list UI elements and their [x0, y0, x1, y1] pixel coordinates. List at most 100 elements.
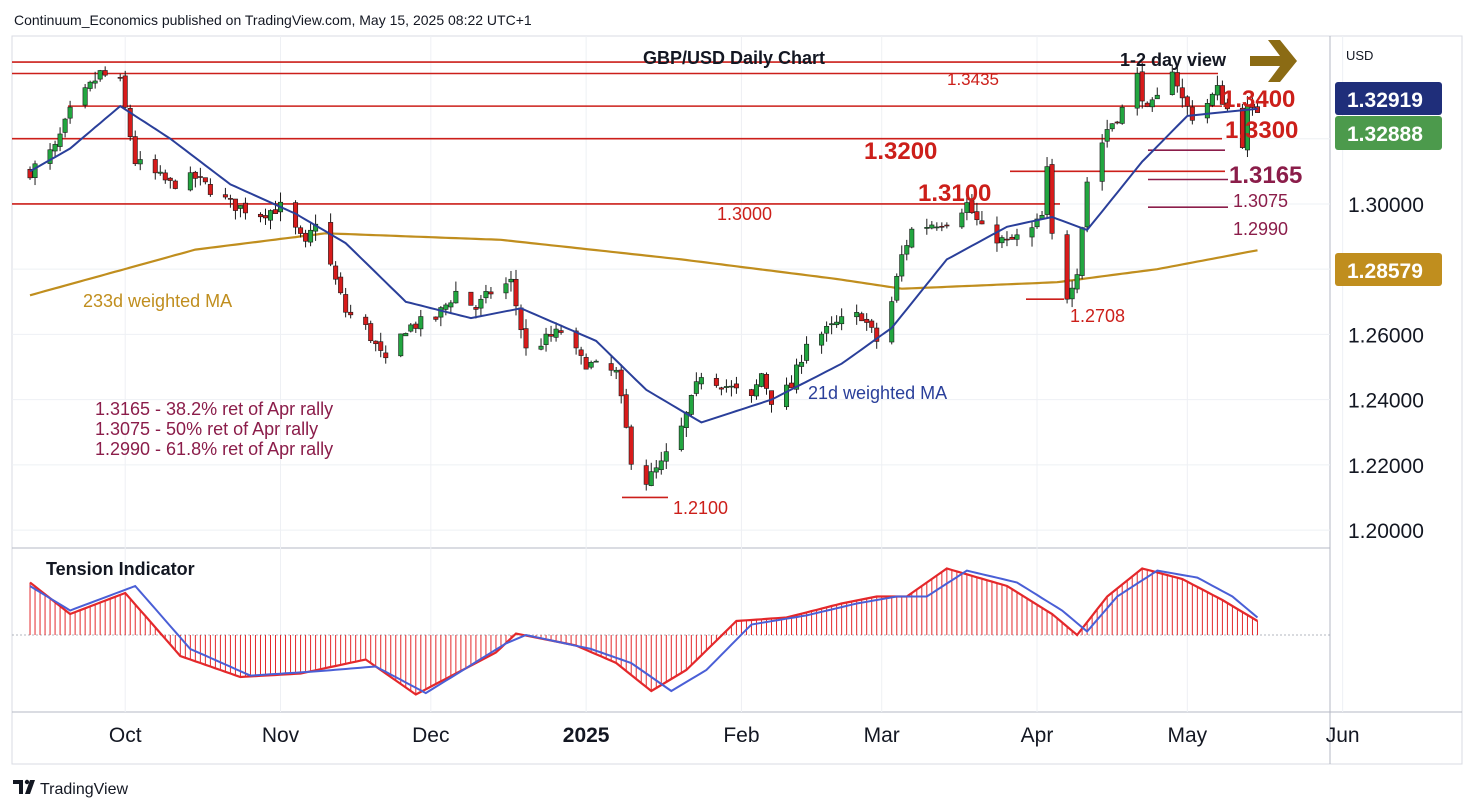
candle-body: [1204, 103, 1210, 119]
candle-body: [1049, 164, 1055, 234]
candle-body: [433, 316, 439, 320]
candle: [1209, 92, 1215, 108]
candle-body: [192, 171, 198, 179]
candle: [588, 360, 594, 370]
candle-body: [1064, 234, 1070, 300]
candle-body: [869, 320, 875, 328]
candle-body: [1074, 274, 1080, 290]
candle: [728, 380, 734, 397]
candle: [1049, 158, 1055, 240]
candle: [448, 300, 454, 314]
candle-body: [383, 352, 389, 359]
candle-body: [518, 307, 524, 331]
candle-body: [1169, 71, 1175, 95]
candle-body: [222, 194, 228, 198]
candle-body: [157, 171, 163, 174]
candle: [1014, 228, 1020, 247]
candle-body: [408, 324, 414, 332]
candle: [894, 273, 900, 303]
candle: [1179, 78, 1185, 108]
candle: [543, 327, 549, 352]
ma21-label: 21d weighted MA: [808, 383, 947, 403]
candle: [338, 272, 344, 295]
candle-body: [753, 384, 759, 397]
candle-body: [1224, 102, 1230, 110]
candle-body: [187, 172, 193, 191]
candle-body: [483, 291, 489, 299]
candle-body: [934, 226, 940, 229]
candle-body: [27, 168, 33, 179]
candle-body: [202, 177, 208, 183]
candle: [804, 336, 810, 364]
candle: [398, 333, 404, 358]
candle-body: [363, 316, 369, 325]
candle-body: [929, 224, 935, 229]
tradingview-logo-icon: [13, 779, 35, 794]
candle-body: [488, 291, 494, 295]
candle-body: [1034, 218, 1040, 228]
candle: [262, 208, 268, 225]
candle: [227, 194, 233, 208]
candle-body: [102, 70, 108, 76]
ma21-layer: [29, 104, 1258, 424]
candle-body: [548, 334, 554, 337]
candle: [97, 69, 103, 82]
candle: [453, 281, 459, 304]
candle: [1079, 226, 1085, 280]
candle-body: [1009, 236, 1015, 240]
footer-brand: TradingView: [40, 781, 128, 798]
candle-body: [959, 212, 965, 228]
candle-body: [1104, 129, 1110, 142]
candle: [172, 179, 178, 190]
candle-body: [1004, 238, 1010, 241]
candle-body: [658, 460, 664, 471]
level-label-13075: 1.3075: [1233, 191, 1288, 211]
candle: [348, 304, 354, 319]
candle-body: [167, 177, 173, 181]
x-tick-label: May: [1167, 724, 1207, 747]
candle: [333, 261, 339, 285]
candle: [1219, 80, 1225, 105]
level-label-13400: 1.3400: [1222, 86, 1295, 113]
candle: [52, 140, 58, 158]
candle: [298, 225, 304, 238]
candle-body: [1134, 73, 1140, 109]
candle-body: [824, 326, 830, 334]
candle: [969, 194, 975, 214]
candle: [1224, 98, 1230, 111]
candle-body: [57, 133, 63, 147]
candle: [478, 294, 484, 317]
candle: [513, 269, 519, 316]
candle: [488, 286, 494, 299]
candle-body: [974, 211, 980, 221]
candle: [468, 291, 474, 306]
candle-body: [328, 222, 334, 265]
candle-body: [132, 136, 138, 165]
candle-body: [137, 159, 143, 165]
candle: [683, 411, 689, 437]
close-price-badge: 1.32888: [1335, 116, 1442, 150]
candle-body: [92, 80, 98, 84]
candle-body: [683, 411, 689, 428]
candle-body: [1239, 107, 1245, 148]
candle-body: [503, 283, 509, 294]
candle-body: [197, 176, 203, 178]
candle-body: [653, 467, 659, 473]
ma21-line: [29, 104, 1258, 424]
candle-body: [834, 321, 840, 326]
candle: [934, 222, 940, 231]
candle: [1184, 95, 1190, 115]
candle: [1249, 97, 1255, 116]
y-tick-label: 1.24000: [1348, 390, 1424, 413]
candle: [939, 222, 945, 232]
candle-body: [784, 384, 790, 408]
candle: [553, 322, 559, 342]
candle-body: [924, 227, 930, 229]
candle-body: [52, 144, 58, 152]
y-tick-label: 1.26000: [1348, 324, 1424, 347]
candle: [874, 322, 880, 349]
candle: [1039, 210, 1045, 219]
candle-body: [473, 307, 479, 310]
